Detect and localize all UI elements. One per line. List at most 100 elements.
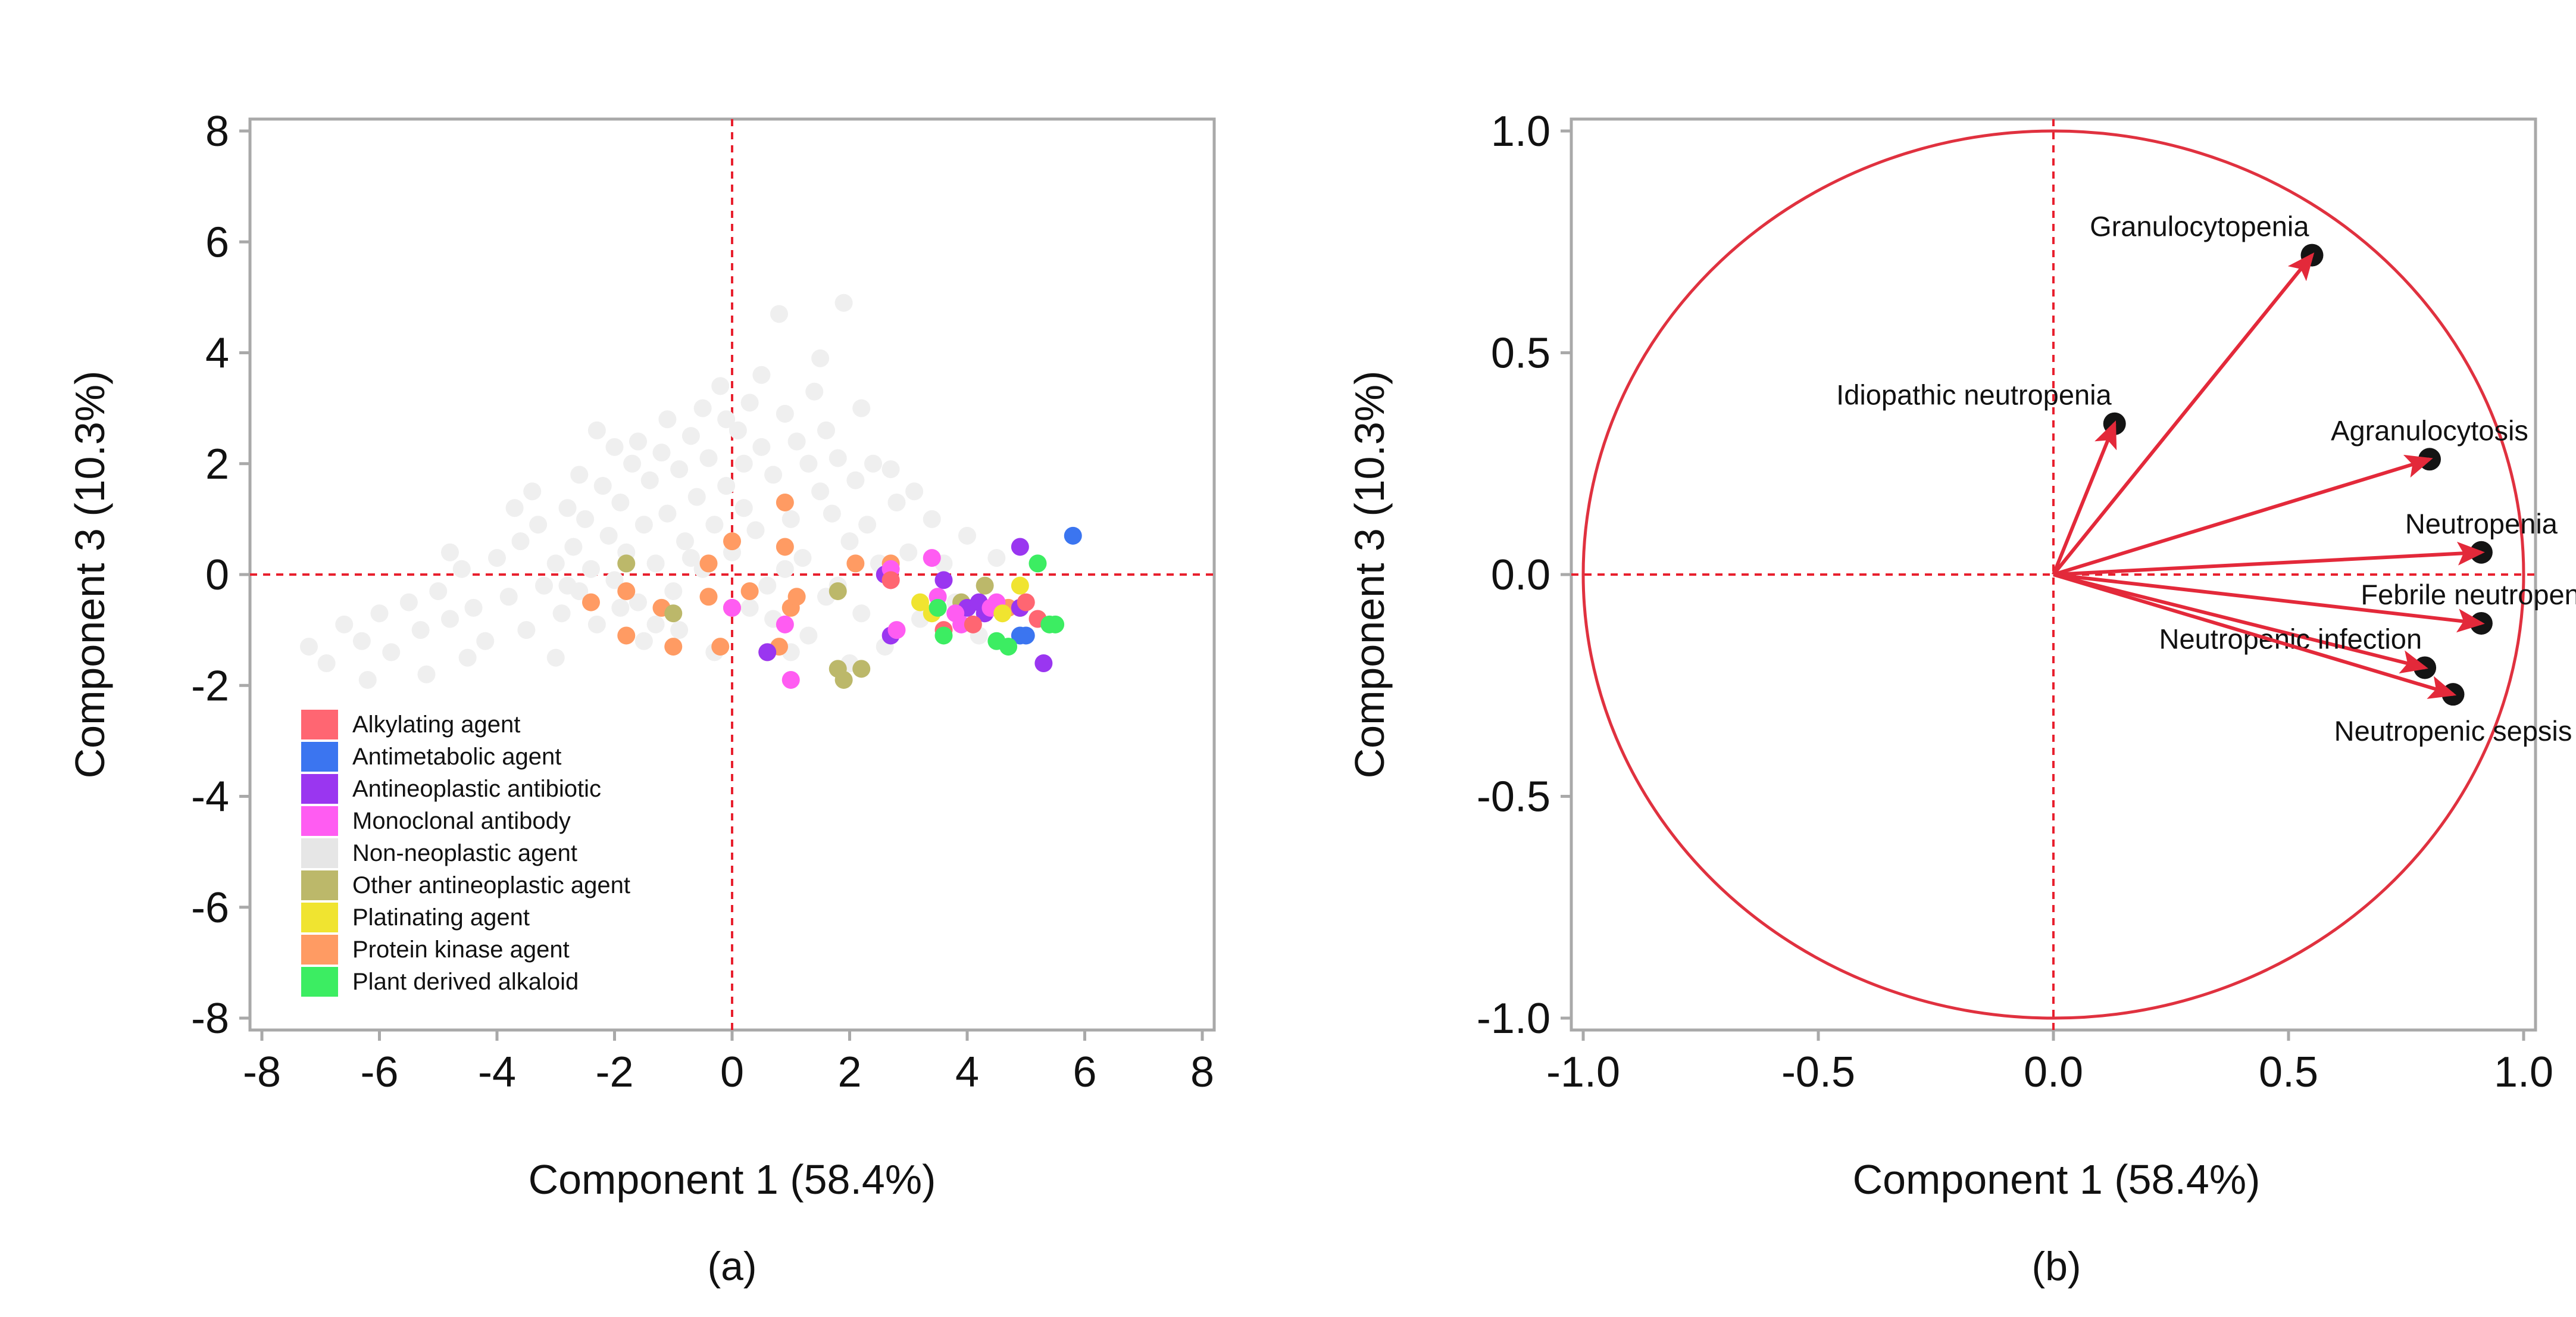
point-protein-kinase-agent <box>776 493 794 511</box>
legend-swatch-monoclonal-antibody <box>301 806 338 836</box>
point-antineoplastic-antibiotic <box>1034 654 1053 672</box>
point-non-neoplastic-agent <box>429 582 448 600</box>
point-non-neoplastic-agent <box>705 516 724 534</box>
vector-label-neutropenia: Neutropenia <box>2405 508 2558 539</box>
panel-a-legend: Alkylating agent Antimetabolic agent Antin… <box>301 710 630 997</box>
point-other-antineoplastic-agent <box>617 554 636 573</box>
point-non-neoplastic-agent <box>535 576 553 595</box>
point-non-neoplastic-agent <box>317 654 336 672</box>
point-non-neoplastic-agent <box>805 382 824 401</box>
panel-a-scatter: -8 -6 -4 -2 0 2 4 6 8 8 6 4 2 0 -2 -4 -6 -8 Component 1 … <box>67 108 1216 1289</box>
point-non-neoplastic-agent <box>858 516 877 534</box>
unit-circle <box>1581 129 2525 1020</box>
legend-swatch-plant-derived-alkaloid <box>301 967 338 997</box>
a-x-tick-label: 4 <box>955 1048 979 1096</box>
vector-arrow-agranulocytosis <box>2053 454 2433 576</box>
point-other-antineoplastic-agent <box>664 604 683 623</box>
point-monoclonal-antibody <box>776 615 794 633</box>
point-non-neoplastic-agent <box>740 598 759 617</box>
point-plant-derived-alkaloid <box>929 598 947 617</box>
vector-label-neutropenic-infection: Neutropenic infection <box>2159 623 2422 654</box>
point-non-neoplastic-agent <box>593 477 612 495</box>
point-non-neoplastic-agent <box>752 366 771 384</box>
point-non-neoplastic-agent <box>864 454 882 473</box>
point-non-neoplastic-agent <box>441 543 459 561</box>
point-non-neoplastic-agent <box>523 482 542 501</box>
point-non-neoplastic-agent <box>923 510 941 528</box>
legend-swatch-other-antineoplastic-agent <box>301 870 338 900</box>
point-non-neoplastic-agent <box>382 643 401 661</box>
panel-b-reference-lines <box>1571 119 2536 1030</box>
point-non-neoplastic-agent <box>823 504 841 523</box>
a-y-tick-label: -2 <box>191 662 229 710</box>
point-protein-kinase-agent <box>617 582 636 600</box>
point-antineoplastic-antibiotic <box>758 643 777 661</box>
point-non-neoplastic-agent <box>776 560 794 578</box>
panel-b-unit-circle <box>1581 129 2525 1020</box>
point-non-neoplastic-agent <box>752 438 771 456</box>
point-non-neoplastic-agent <box>852 604 871 623</box>
point-non-neoplastic-agent <box>335 615 354 633</box>
panel-b-x-axis-title: Component 1 (58.4%) <box>1853 1156 2261 1203</box>
point-non-neoplastic-agent <box>687 488 706 506</box>
point-non-neoplastic-agent <box>546 554 565 573</box>
point-non-neoplastic-agent <box>881 460 900 479</box>
panel-b-loading-plot: Granulocytopenia Idiopathic neutropenia Ag… <box>1346 108 2576 1289</box>
point-other-antineoplastic-agent <box>834 670 853 689</box>
legend-label-platinating-agent: Platinating agent <box>352 904 530 931</box>
legend-swatch-antimetabolic-agent <box>301 742 338 772</box>
legend-label-monoclonal-antibody: Monoclonal antibody <box>352 808 571 834</box>
vector-label-febrile-neutropenia: Febrile neutropenia <box>2361 579 2576 610</box>
point-protein-kinase-agent <box>664 638 683 656</box>
a-y-tick-label: 6 <box>205 219 229 266</box>
point-plant-derived-alkaloid <box>934 626 953 645</box>
point-non-neoplastic-agent <box>458 648 477 667</box>
b-x-tick-label: -1.0 <box>1546 1048 1620 1096</box>
point-non-neoplastic-agent <box>452 560 471 578</box>
point-non-neoplastic-agent <box>887 493 906 511</box>
point-alkylating-agent <box>964 615 982 633</box>
point-non-neoplastic-agent <box>958 526 976 545</box>
point-non-neoplastic-agent <box>758 576 777 595</box>
b-x-tick-label: 1.0 <box>2494 1048 2553 1096</box>
panel-a-points <box>300 294 1082 689</box>
point-non-neoplastic-agent <box>781 510 800 528</box>
point-protein-kinase-agent <box>846 554 865 573</box>
point-platinating-agent <box>1011 576 1029 595</box>
panel-b-caption: (b) <box>2031 1244 2081 1289</box>
point-non-neoplastic-agent <box>658 410 677 429</box>
point-non-neoplastic-agent <box>352 632 371 650</box>
point-non-neoplastic-agent <box>658 504 677 523</box>
panel-a-x-ticks: -8 -6 -4 -2 0 2 4 6 8 <box>243 1030 1214 1096</box>
legend-label-other-antineoplastic-agent: Other antineoplastic agent <box>352 872 630 898</box>
a-y-tick-label: -8 <box>191 995 229 1043</box>
point-non-neoplastic-agent <box>711 377 730 395</box>
a-x-tick-label: -2 <box>595 1048 633 1096</box>
point-other-antineoplastic-agent <box>976 576 994 595</box>
point-antineoplastic-antibiotic <box>1011 538 1029 556</box>
vector-arrow-neutropenia <box>2053 541 2485 576</box>
point-non-neoplastic-agent <box>634 516 653 534</box>
point-non-neoplastic-agent <box>670 621 689 639</box>
point-non-neoplastic-agent <box>570 466 589 484</box>
point-antimetabolic-agent <box>1011 626 1029 645</box>
point-non-neoplastic-agent <box>846 471 865 489</box>
point-non-neoplastic-agent <box>734 454 753 473</box>
point-alkylating-agent <box>1017 593 1035 611</box>
point-non-neoplastic-agent <box>576 510 595 528</box>
vector-arrow-neutropenic-sepsis <box>2053 573 2457 699</box>
a-x-tick-label: -6 <box>360 1048 398 1096</box>
vector-label-granulocytopenia: Granulocytopenia <box>2090 211 2309 242</box>
point-non-neoplastic-agent <box>987 549 1006 567</box>
point-non-neoplastic-agent <box>441 610 459 628</box>
point-non-neoplastic-agent <box>629 432 647 451</box>
point-non-neoplastic-agent <box>605 438 624 456</box>
a-x-tick-label: -4 <box>478 1048 516 1096</box>
point-non-neoplastic-agent <box>681 549 700 567</box>
legend-swatch-non-neoplastic-agent <box>301 838 338 868</box>
point-other-antineoplastic-agent <box>852 660 871 678</box>
legend-swatch-platinating-agent <box>301 903 338 932</box>
point-non-neoplastic-agent <box>852 399 871 417</box>
point-non-neoplastic-agent <box>646 615 665 633</box>
